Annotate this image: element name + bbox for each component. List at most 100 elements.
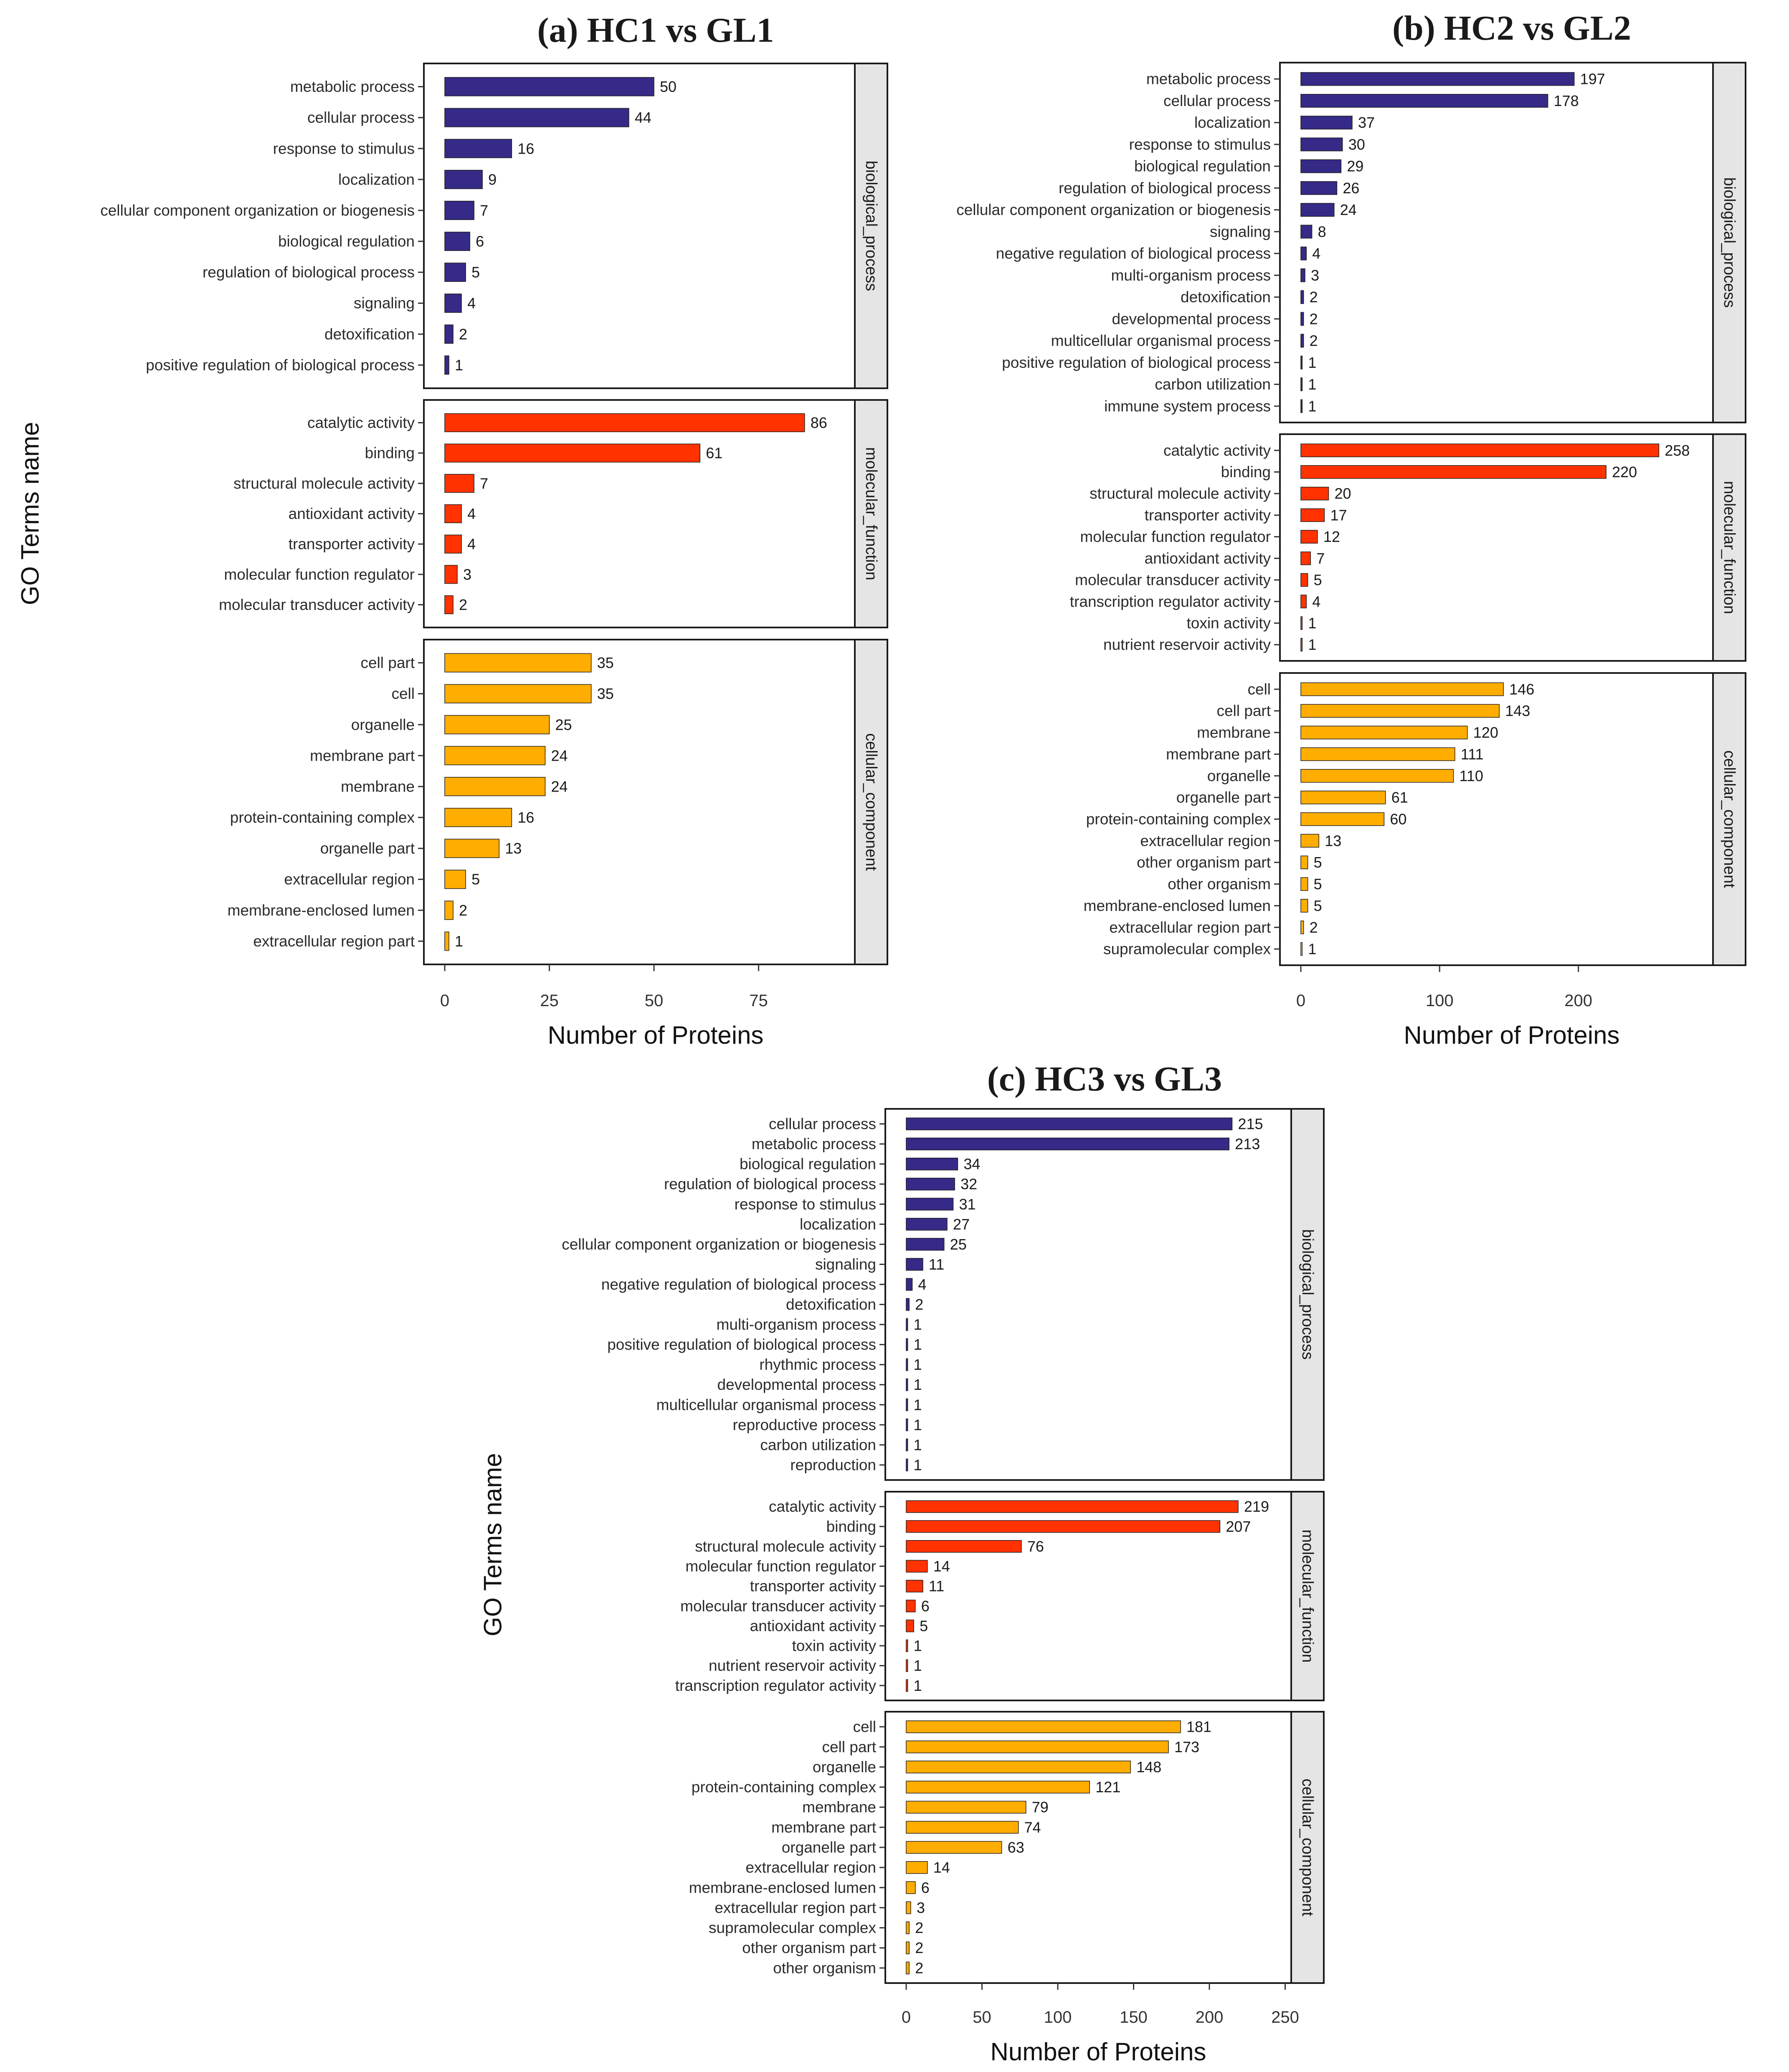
category-label: membrane-enclosed lumen — [228, 902, 415, 919]
x-tick-label: 0 — [440, 992, 449, 1010]
value-label: 148 — [1136, 1758, 1161, 1776]
bar — [1300, 465, 1607, 479]
value-label: 220 — [1612, 463, 1637, 481]
category-label: membrane part — [771, 1819, 877, 1836]
value-label: 29 — [1347, 158, 1363, 175]
category-label: extracellular region part — [1109, 919, 1271, 936]
bar — [1300, 834, 1319, 848]
category-label: other organism part — [1137, 854, 1271, 871]
bar — [444, 901, 454, 920]
category-label: other organism part — [742, 1939, 877, 1956]
category-label: biological regulation — [740, 1156, 876, 1173]
category-label: cellular process — [1163, 92, 1271, 109]
value-label: 1 — [1308, 376, 1316, 393]
value-label: 1 — [1308, 636, 1316, 653]
bar — [1300, 769, 1454, 783]
value-label: 4 — [1312, 245, 1320, 262]
value-label: 8 — [1318, 223, 1326, 240]
category-label: nutrient reservoir activity — [1103, 636, 1271, 653]
category-label: regulation of biological process — [664, 1176, 876, 1193]
bar — [906, 1218, 948, 1231]
value-label: 74 — [1024, 1819, 1041, 1836]
bar — [906, 1178, 955, 1191]
bar — [906, 1619, 914, 1632]
value-label: 5 — [1314, 897, 1322, 914]
value-label: 32 — [960, 1176, 977, 1193]
value-label: 3 — [917, 1899, 925, 1916]
value-label: 5 — [1314, 875, 1322, 893]
category-label: negative regulation of biological proces… — [601, 1276, 876, 1293]
bar — [1300, 942, 1303, 956]
category-label: cellular process — [307, 109, 415, 126]
category-label: metabolic process — [1146, 71, 1271, 88]
value-label: 258 — [1665, 442, 1690, 459]
value-label: 1 — [914, 1416, 922, 1433]
category-label: other organism — [1168, 875, 1271, 893]
x-tick-label: 25 — [540, 992, 559, 1010]
bar — [1300, 94, 1548, 108]
bar — [906, 1458, 908, 1472]
bar — [1300, 616, 1303, 630]
bar — [1300, 334, 1304, 348]
bar — [1300, 573, 1308, 587]
value-label: 146 — [1509, 681, 1534, 698]
value-label: 5 — [471, 871, 480, 888]
bar — [1300, 790, 1386, 805]
bar — [1300, 203, 1335, 217]
x-axis-title: Number of Proteins — [1404, 1021, 1620, 1049]
category-label: localization — [800, 1216, 876, 1233]
facet-biological_process: biological_process cellular process 215 met… — [562, 1108, 1325, 1481]
bar — [444, 504, 462, 524]
facet-strip-label: biological_process — [862, 161, 880, 291]
value-label: 111 — [1461, 746, 1484, 763]
value-label: 2 — [459, 596, 467, 613]
value-label: 61 — [706, 445, 722, 462]
category-label: cell part — [822, 1738, 876, 1756]
category-label: protein-containing complex — [692, 1779, 877, 1796]
value-label: 2 — [915, 1939, 923, 1956]
value-label: 2 — [459, 902, 467, 919]
value-label: 1 — [455, 357, 463, 374]
value-label: 14 — [933, 1558, 950, 1575]
bar — [444, 715, 550, 734]
category-label: membrane — [341, 778, 415, 795]
bar — [906, 1418, 908, 1432]
bar — [1300, 225, 1313, 239]
bar — [1300, 638, 1303, 652]
bar — [1300, 137, 1343, 152]
category-label: regulation of biological process — [203, 264, 415, 281]
bar — [1300, 486, 1329, 501]
value-label: 24 — [551, 778, 568, 795]
bar — [1300, 246, 1307, 261]
value-label: 30 — [1348, 136, 1365, 153]
category-label: extracellular region — [745, 1859, 876, 1876]
bar — [906, 1659, 908, 1672]
chart-title: (b) HC2 vs GL2 — [1392, 9, 1631, 48]
value-label: 4 — [1312, 593, 1320, 610]
category-label: positive regulation of biological proces… — [1002, 354, 1271, 371]
bar — [1300, 530, 1318, 544]
facet-molecular_function: molecular_function catalytic activity 258 b… — [1070, 433, 1746, 662]
chart-title: (a) HC1 vs GL1 — [537, 11, 774, 50]
bar — [906, 1901, 911, 1914]
value-label: 44 — [635, 109, 651, 126]
facet-strip — [854, 639, 888, 965]
bar — [444, 77, 654, 96]
bar — [906, 1821, 1019, 1834]
category-label: molecular function regulator — [224, 566, 415, 583]
category-label: signaling — [815, 1256, 876, 1273]
facet-strip — [1290, 1108, 1325, 1481]
facet-cellular_component: cellular_component cell 146 cell part 143 mem… — [1084, 672, 1746, 966]
value-label: 2 — [915, 1296, 923, 1313]
value-label: 13 — [505, 840, 522, 857]
value-label: 197 — [1580, 71, 1605, 88]
category-label: signaling — [1210, 223, 1271, 240]
x-axis-title: Number of Proteins — [991, 2038, 1206, 2066]
y-axis-title: GO Terms name — [16, 422, 44, 605]
bar — [906, 1801, 1026, 1814]
category-label: multicellular organismal process — [656, 1396, 876, 1413]
category-label: binding — [826, 1518, 876, 1535]
bar — [1300, 552, 1311, 565]
value-label: 63 — [1008, 1839, 1024, 1856]
value-label: 7 — [480, 202, 488, 219]
